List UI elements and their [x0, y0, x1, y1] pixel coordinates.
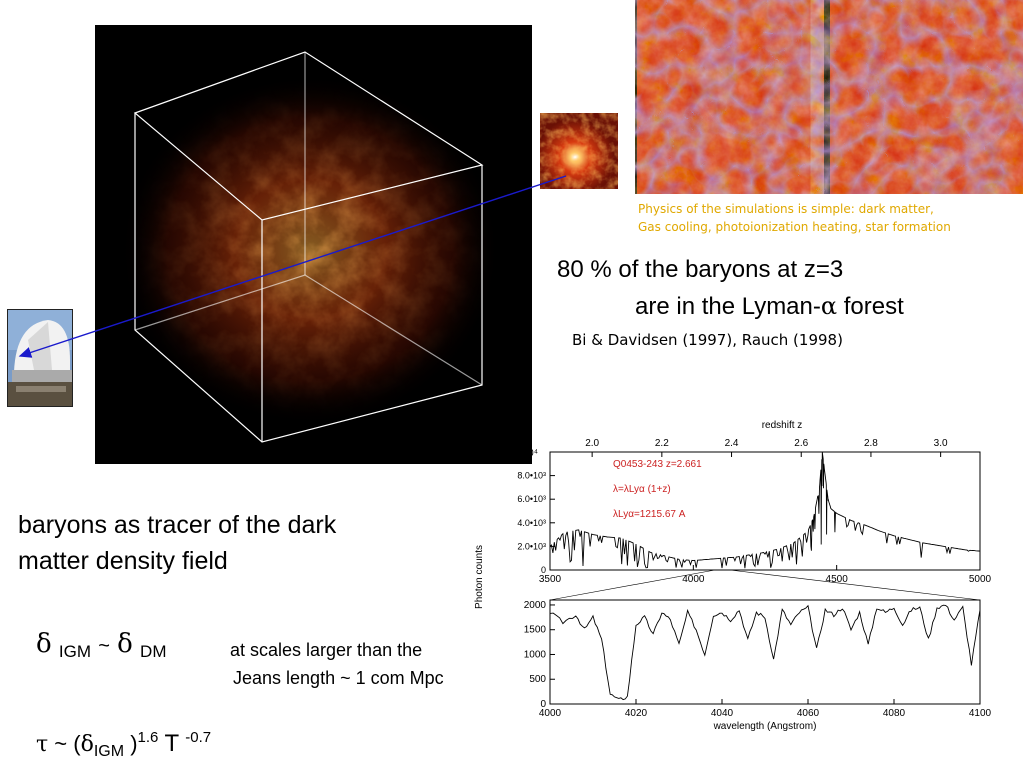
halo-zoom-thumbnail [540, 113, 618, 189]
spectrum-svg: redshift z 2.0 2.2 2.4 2.6 2.8 3.0 3500 4000 45… [474, 420, 992, 732]
baryons-line2-post: forest [837, 293, 904, 320]
zoom-connector-left [549, 569, 716, 601]
delta-symbol-igm: δ [36, 629, 52, 659]
igm-subscript: IGM [58, 642, 91, 661]
redshift-axis-label: redshift z [762, 420, 803, 431]
wavelength-axis-label: wavelength (Angstrom) [713, 721, 817, 732]
scales-line1: at scales larger than the [230, 640, 423, 660]
dm-subscript: DM [140, 642, 167, 661]
redshift-tick-label: 3.0 [934, 438, 948, 449]
top-spectrum-line [549, 451, 981, 569]
top-ytick-max: 10⁴ [523, 448, 538, 459]
redshift-tick-label: 2.0 [585, 438, 599, 449]
top-ytick-label: 8.0•10³ [517, 471, 546, 481]
bottom-xtick-label: 4100 [969, 708, 992, 719]
lambda-relation-annotation: λ=λLyα (1+z) [613, 484, 671, 495]
redshift-tick-label: 2.6 [794, 438, 808, 449]
top-plot-frame [549, 451, 981, 571]
bottom-spectrum-line [549, 604, 981, 701]
bottom-xtick-label: 4060 [797, 708, 820, 719]
bottom-ytick-label: 0 [540, 699, 546, 710]
alpha-symbol: α [820, 292, 838, 320]
exponent-1-6: 1.6 [137, 729, 159, 746]
top-xtick-label: 4500 [826, 574, 849, 585]
bottom-xtick-label: 4020 [625, 708, 648, 719]
tracer-line2: matter density field [18, 547, 228, 575]
simulation-caption: Physics of the simulations is simple: da… [638, 200, 951, 236]
igm-subscript-tau: IGM [93, 743, 125, 760]
delta-equation: δ IGM ~ δ DM [36, 628, 167, 661]
cube-render [95, 25, 532, 464]
simulation-cube-image [95, 25, 532, 464]
delta-symbol-dm: δ [117, 629, 133, 659]
top-ytick-label: 6.0•10³ [517, 494, 546, 504]
bottom-ytick-label: 1500 [524, 625, 547, 636]
simulation-caption-line1: Physics of the simulations is simple: da… [638, 202, 934, 216]
bottom-count-ticks: 0 500 1000 1500 2000 [524, 600, 555, 710]
top-xtick-label: 5000 [969, 574, 992, 585]
top-ytick-label: 0 [541, 565, 546, 575]
bottom-ytick-label: 1000 [524, 649, 547, 660]
tau-symbol: τ [36, 732, 49, 757]
bottom-xtick-label: 4000 [539, 708, 562, 719]
top-xtick-label: 3500 [539, 574, 562, 585]
delta-symbol-tau: δ [80, 732, 94, 757]
redshift-tick-label: 2.2 [655, 438, 669, 449]
scales-line2: Jeans length ~ 1 com Mpc [233, 668, 444, 688]
temperature-symbol: T [164, 730, 180, 757]
bottom-wavelength-ticks: 4000 4020 4040 4060 4080 4100 [539, 699, 992, 719]
tilde-symbol: ~ [98, 635, 110, 657]
exponent-minus-0-7: -0.7 [185, 729, 212, 746]
tau-equation: τ ~ (δIGM )1.6 T -0.7 [36, 729, 212, 760]
bottom-ytick-label: 500 [529, 674, 546, 685]
simulation-slices-image [635, 0, 1023, 194]
bottom-plot-frame [549, 599, 981, 705]
quasar-name-annotation: Q0453-243 z=2.661 [613, 459, 702, 470]
redshift-tick-label: 2.4 [725, 438, 739, 449]
bottom-xtick-label: 4040 [711, 708, 734, 719]
tau-relation: ~ ( [54, 731, 81, 756]
tracer-line1: baryons as tracer of the dark [18, 511, 337, 539]
top-ytick-label: 2.0•10³ [517, 541, 546, 551]
bottom-ytick-label: 2000 [524, 600, 547, 611]
tracer-statement: baryons as tracer of the dark matter den… [18, 507, 336, 579]
redshift-tick-label: 2.8 [864, 438, 878, 449]
top-count-ticks: 0 2.0•10³ 4.0•10³ 6.0•10³ 8.0•10³ [517, 471, 555, 575]
top-xtick-label: 4000 [682, 574, 705, 585]
scales-note: at scales larger than the Jeans length ~… [230, 636, 444, 692]
baryons-statement-line2: are in the Lyman-α forest [635, 292, 904, 321]
lyman-alpha-annotation: λLyα=1215.67 A [613, 509, 686, 520]
redshift-ticks: 2.0 2.2 2.4 2.6 2.8 3.0 [585, 438, 948, 457]
telescope-photo [7, 309, 73, 407]
baryons-statement-line1: 80 % of the baryons at z=3 [557, 256, 844, 283]
top-wavelength-ticks: 3500 4000 4500 5000 [539, 565, 992, 585]
quasar-spectrum-figure: redshift z 2.0 2.2 2.4 2.6 2.8 3.0 3500 4000 45… [470, 415, 1023, 767]
zoom-connector-right [729, 569, 981, 601]
halo-zoom-render [540, 113, 618, 189]
reference-citation: Bi & Davidsen (1997), Rauch (1998) [572, 331, 843, 349]
simulation-caption-line2: Gas cooling, photoionization heating, st… [638, 220, 951, 234]
simulation-slices-render [637, 0, 1023, 194]
close-paren: ) [130, 731, 138, 756]
telescope-dome-illustration [8, 310, 72, 406]
baryons-line2-pre: are in the Lyman- [635, 293, 821, 320]
photon-counts-label: Photon counts [474, 545, 485, 609]
bottom-xtick-label: 4080 [883, 708, 906, 719]
top-ytick-label: 4.0•10³ [517, 518, 546, 528]
